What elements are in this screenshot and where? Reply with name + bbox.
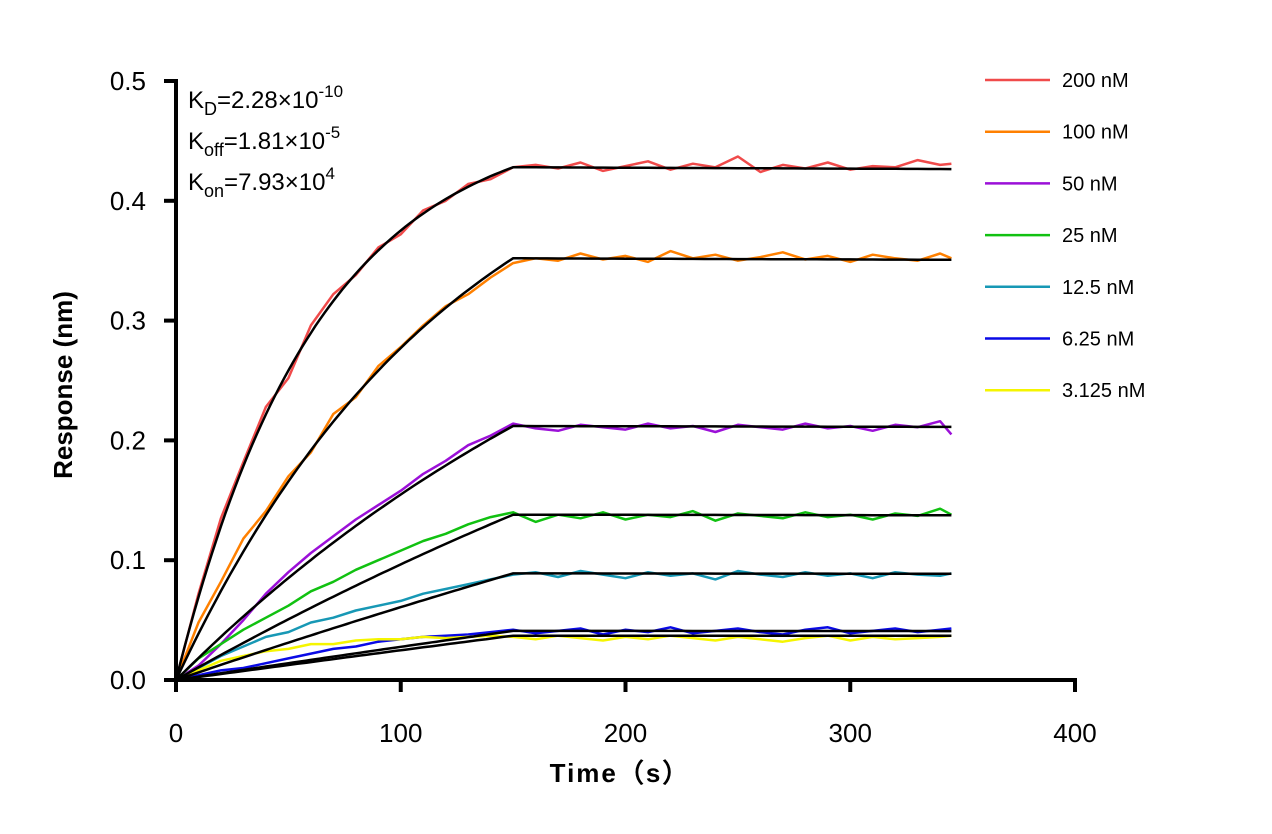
annotation-value: =2.28×10 bbox=[217, 87, 318, 114]
fit-curve-50-nM bbox=[175, 424, 952, 681]
series-line-200-nM bbox=[174, 155, 952, 681]
annotation-symbol: K bbox=[188, 169, 204, 196]
x-tick-label: 0 bbox=[169, 718, 183, 748]
x-axis-label: Time（s） bbox=[550, 758, 691, 788]
annotation-subscript: on bbox=[204, 181, 224, 201]
annotation-D: KD=2.28×10-10 bbox=[188, 82, 343, 119]
annotation-value: =1.81×10 bbox=[224, 128, 325, 155]
ticks: 0 100 200 300 400 0.0 0.1 0.2 0.3 0.4 0.5 bbox=[110, 66, 1097, 748]
x-tick-label: 300 bbox=[829, 718, 872, 748]
series-line-50-nM bbox=[175, 419, 953, 682]
series-line-25-nM bbox=[175, 507, 952, 681]
annotation-symbol: K bbox=[188, 87, 204, 114]
annotation-exponent: 4 bbox=[325, 164, 334, 183]
fit-curve-6_25-nM bbox=[175, 629, 952, 682]
annotation-subscript: off bbox=[204, 140, 225, 160]
fit-curve-3_125-nM bbox=[175, 634, 952, 682]
legend-label: 3.125 nM bbox=[1062, 380, 1145, 402]
y-tick-label: 0.1 bbox=[110, 545, 146, 575]
annotation-symbol: K bbox=[188, 128, 204, 155]
legend-item: 100 nM bbox=[985, 122, 1129, 144]
y-tick-label: 0.4 bbox=[110, 186, 146, 216]
legend-item: 50 nM bbox=[985, 173, 1118, 195]
legend-label: 6.25 nM bbox=[1062, 329, 1134, 351]
legend-label: 200 nM bbox=[1062, 70, 1129, 92]
legend-label: 100 nM bbox=[1062, 122, 1129, 144]
annotation-exponent: -5 bbox=[325, 123, 340, 142]
x-tick-label: 100 bbox=[379, 718, 422, 748]
legend: 200 nM 100 nM 50 nM 25 nM 12.5 nM 6.25 nM 3.12… bbox=[985, 70, 1145, 402]
legend-item: 6.25 nM bbox=[985, 329, 1134, 351]
legend-item: 3.125 nM bbox=[985, 380, 1145, 402]
fit-layer bbox=[174, 166, 952, 682]
annotation-on: Kon=7.93×104 bbox=[188, 164, 335, 201]
series-layer bbox=[174, 155, 953, 682]
y-tick-label: 0.5 bbox=[110, 66, 146, 96]
y-tick-label: 0.3 bbox=[110, 306, 146, 336]
y-tick-label: 0.2 bbox=[110, 425, 146, 455]
y-axis-label: Response (nm) bbox=[48, 291, 78, 479]
x-tick-label: 400 bbox=[1053, 718, 1096, 748]
legend-label: 12.5 nM bbox=[1062, 277, 1134, 299]
annotation-value: =7.93×10 bbox=[224, 169, 325, 196]
fit-curve-25-nM bbox=[175, 513, 952, 682]
fit-curve-200-nM bbox=[174, 166, 952, 681]
fit-curve-12_5-nM bbox=[175, 572, 952, 682]
annotation-subscript: D bbox=[204, 99, 217, 119]
legend-label: 50 nM bbox=[1062, 173, 1118, 195]
fit-curve-100-nM bbox=[174, 257, 952, 681]
legend-label: 25 nM bbox=[1062, 225, 1118, 247]
x-tick-label: 200 bbox=[604, 718, 647, 748]
y-tick-label: 0.0 bbox=[110, 665, 146, 695]
legend-item: 200 nM bbox=[985, 70, 1129, 92]
annotation-off: Koff=1.81×10-5 bbox=[188, 123, 340, 160]
series-line-100-nM bbox=[174, 249, 952, 681]
legend-item: 12.5 nM bbox=[985, 277, 1134, 299]
legend-item: 25 nM bbox=[985, 225, 1118, 247]
annotation-exponent: -10 bbox=[318, 82, 343, 101]
